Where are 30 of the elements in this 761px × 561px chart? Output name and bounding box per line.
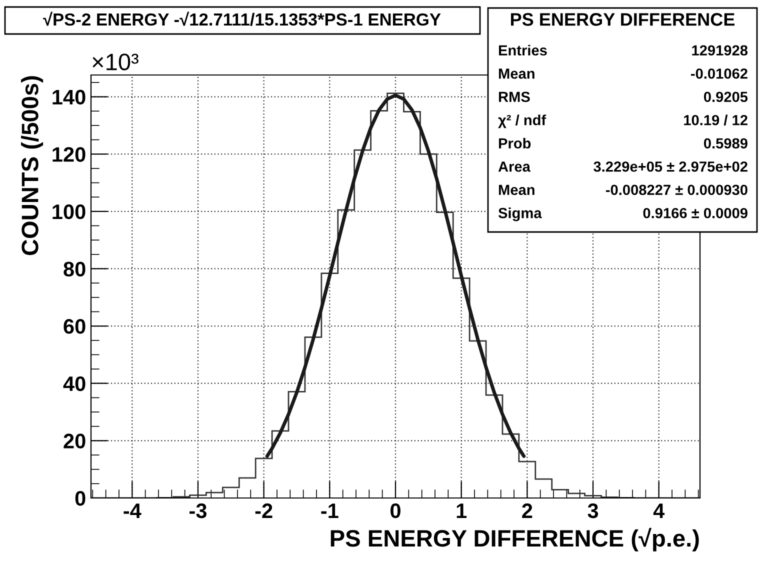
text: χ² / ndf 10.19 / 12 [498,114,748,128]
y-tick-label: 0 [75,491,86,506]
x-tick-label: 0 [390,503,400,518]
text: Sigma 0.9166 ± 0.0009 [498,208,748,222]
x-tick-label: 3 [588,503,598,518]
x-axis-title: PS ENERGY DIFFERENCE (√p.e.) [330,528,699,552]
text: ×10³ [92,54,138,70]
text: PS ENERGY DIFFERENCE [511,13,734,26]
x-tick-label: -4 [124,504,142,518]
y-axis-title: COUNTS (/500s) [21,76,44,256]
y-tick-label: 40 [63,376,86,392]
x-tick-label: -3 [190,503,206,518]
y-tick-label: 60 [64,319,86,334]
chart-title: √PS-2 ENERGY -√12.7111/15.1353*PS-1 ENERGY [43,12,441,26]
x-tick-label: 4 [653,504,665,518]
x-tick-label: 1 [456,504,467,518]
text: Area 3.229e+05 ± 2.975e+02 [498,161,748,172]
x-tick-label: -2 [255,503,272,518]
y-tick-label: 140 [52,90,86,105]
text: Mean -0.008227 ± 0.000930 [498,184,748,196]
y-tick-label: 120 [52,147,86,162]
y-tick-label: 20 [64,434,86,448]
text: Mean -0.01062 [498,68,748,79]
y-tick-label: 80 [64,262,86,276]
text: Entries 1291928 [498,44,748,56]
x-tick-label: 2 [522,503,532,518]
y-tick-label: 100 [52,204,86,220]
text: RMS 0.9205 [498,92,748,102]
text: Prob 0.5989 [498,138,748,149]
x-tick-label: -1 [321,504,338,518]
